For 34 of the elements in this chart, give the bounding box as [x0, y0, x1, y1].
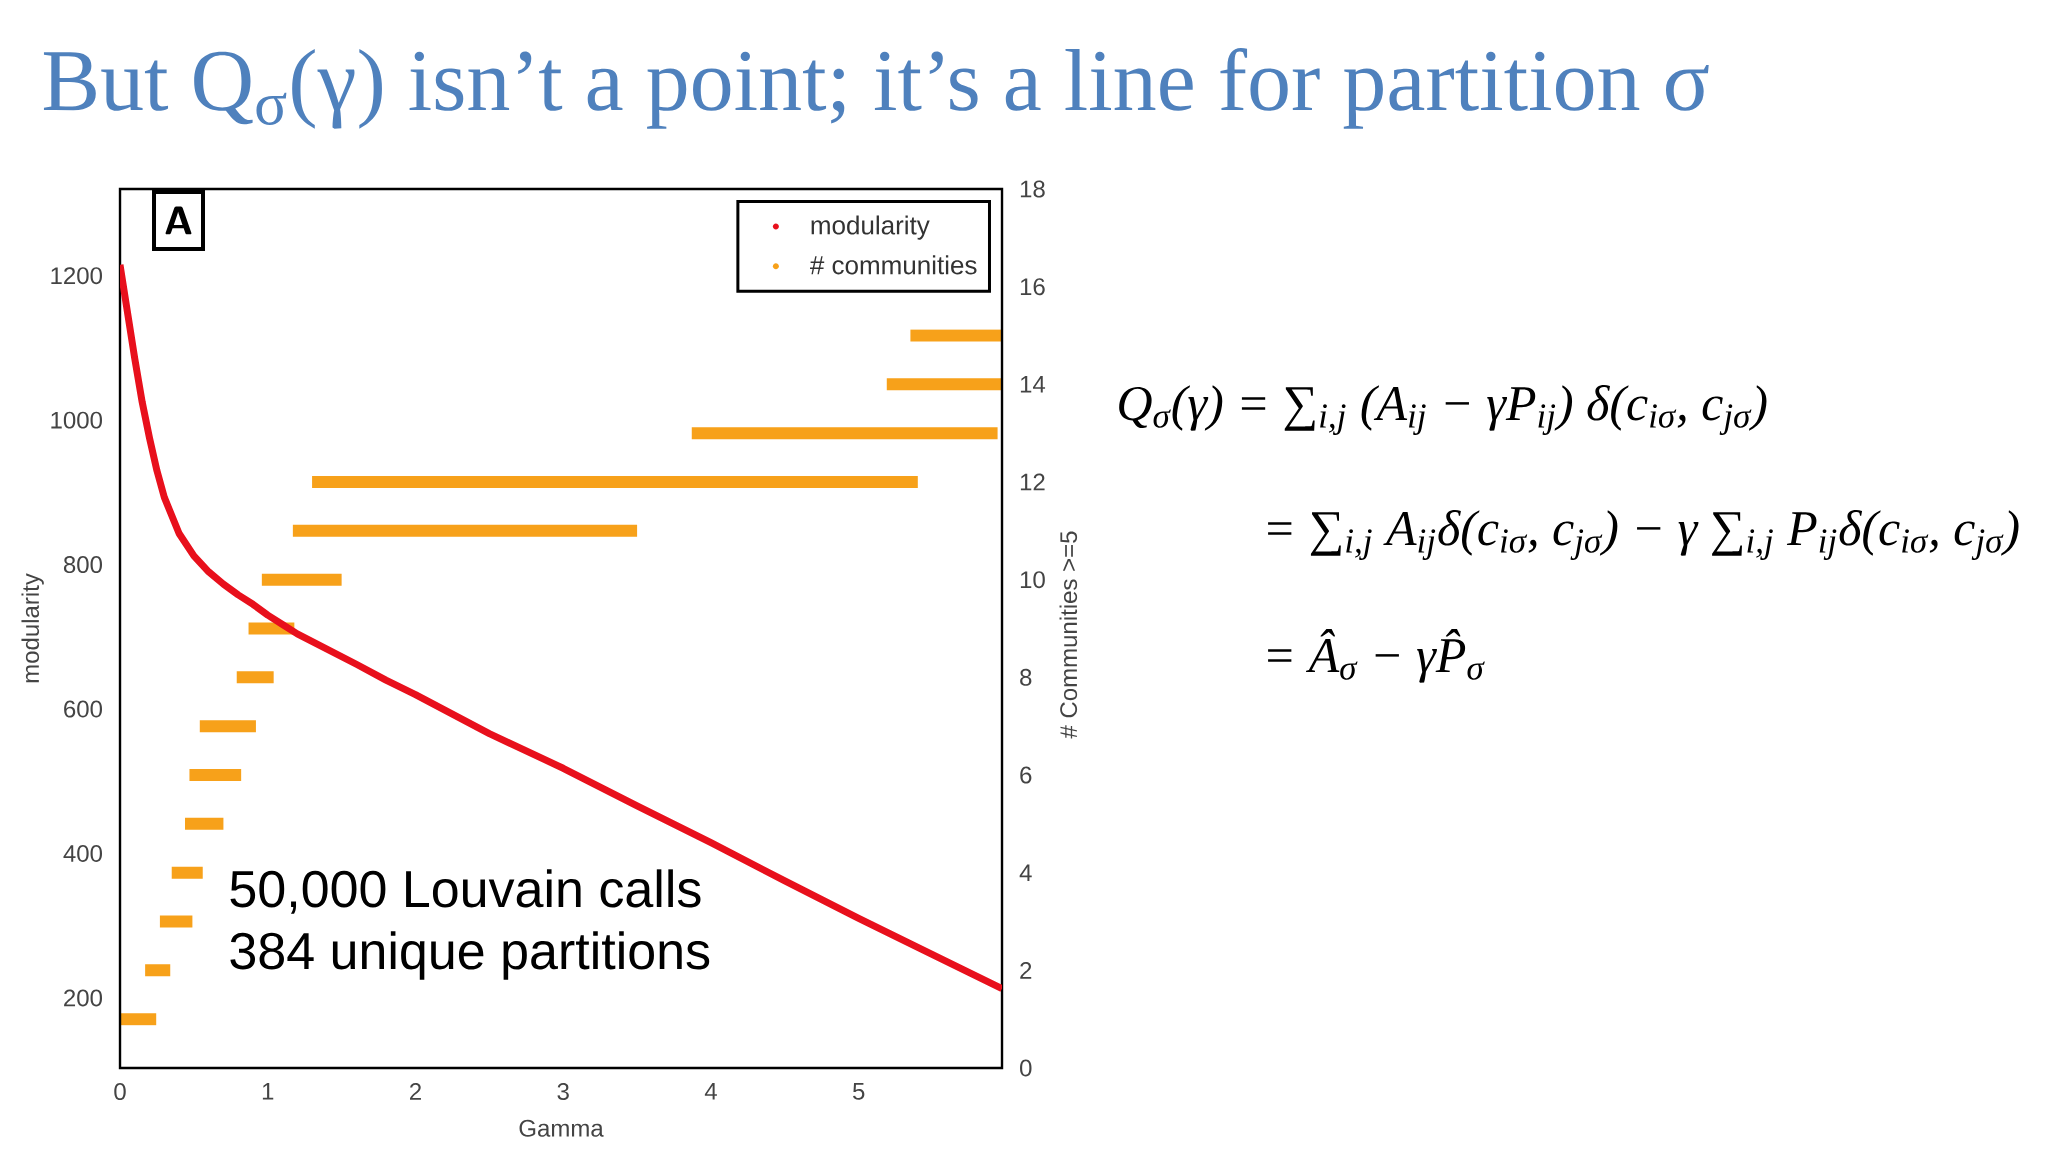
annotation: 384 unique partitions: [230, 931, 710, 980]
y2-axis-title: # Communities >=5: [1059, 531, 1078, 739]
y2-tick-label: 4: [1019, 864, 1032, 881]
x-axis-title: Gamma: [519, 1119, 604, 1137]
x-tick-label: 3: [557, 1083, 569, 1101]
annotation: 50,000 Louvain calls: [230, 869, 701, 914]
x-tick-label: 0: [114, 1083, 126, 1101]
x-tick-label: 4: [704, 1083, 717, 1100]
x-tick-label: 2: [410, 1083, 421, 1100]
text: = ∑$_{i,j}$ A$_{ij}$δ(c$_{iσ}$, c$_{jσ}$) − γ ∑$_{i,j}$ P$_{ij}$δ(c$_{iσ}$, c$_{jσ}$): [1268, 510, 2019, 560]
chart-title: But Q$_{σ}$(γ) isn’t a point; it’s a line for partition σ: [43, 48, 1709, 129]
y2-tick-label: 8: [1020, 668, 1032, 686]
text: Q$_{σ}$(γ) = ∑$_{i,j}$ (A$_{ij}$ − γP$_{ij}$) δ(c$_{iσ}$, c$_{jσ}$): [1119, 385, 1767, 435]
y2-tick-label: 18: [1020, 180, 1045, 198]
x-tick-label: 5: [853, 1083, 865, 1100]
legend-label: # communities: [810, 255, 977, 275]
y-tick-label: 400: [63, 845, 103, 862]
y2-tick-label: 6: [1020, 766, 1032, 784]
y2-tick-label: 16: [1020, 278, 1045, 296]
y2-tick-label: 14: [1020, 376, 1046, 393]
legend-label: modularity: [811, 215, 930, 240]
text: = Â$_{σ}$ − γP̂$_{σ}$: [1268, 629, 1485, 683]
y-tick-label: 800: [63, 556, 103, 574]
y-tick-label: 600: [64, 700, 103, 718]
y-axis-title: modularity: [21, 573, 44, 683]
y2-tick-label: 0: [1020, 1059, 1032, 1077]
y-tick-label: 200: [64, 989, 103, 1007]
annotation: A: [165, 206, 192, 235]
y2-tick-label: 10: [1020, 571, 1045, 589]
y-tick-label: 1000: [51, 411, 102, 429]
y2-tick-label: 2: [1020, 961, 1032, 979]
y2-tick-label: 12: [1020, 473, 1045, 491]
y-tick-label: 1200: [51, 267, 102, 285]
x-tick-label: 1: [262, 1083, 274, 1100]
